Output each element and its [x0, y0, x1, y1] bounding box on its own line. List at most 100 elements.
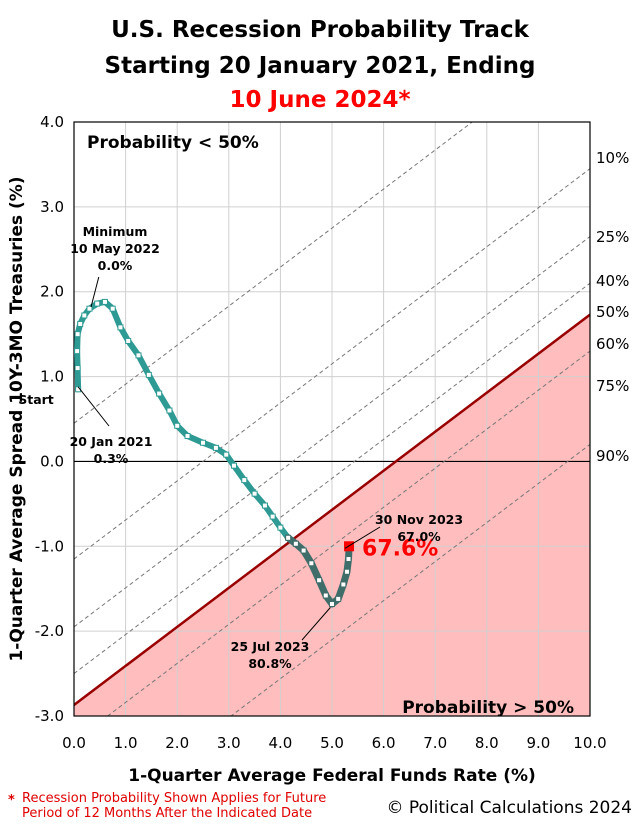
annotation-text: 30 Nov 2023 — [375, 512, 463, 527]
x-tick-label: 10.0 — [573, 734, 606, 752]
track-point — [200, 439, 206, 446]
footnote-line-2: Period of 12 Months After the Indicated … — [22, 806, 313, 821]
track-point — [166, 407, 173, 414]
chart-title-line-3: 10 June 2024* — [229, 87, 411, 113]
track-point — [277, 524, 284, 531]
track-point — [285, 534, 292, 541]
track-point — [316, 577, 323, 584]
footnote-star: * — [8, 793, 15, 808]
track-point — [251, 490, 258, 497]
track-point — [343, 568, 350, 575]
probability-label: 60% — [596, 335, 629, 353]
chart-title-line-1: U.S. Recession Probability Track — [111, 17, 529, 43]
footnote: * Recession Probability Shown Applies fo… — [8, 791, 326, 821]
threshold-line — [74, 313, 590, 706]
track-point — [117, 324, 124, 331]
probability-line — [106, 350, 590, 716]
annotation-text: 20 Jan 2021 — [70, 434, 153, 449]
footnote-line-1: Recession Probability Shown Applies for … — [22, 791, 327, 806]
probability-label: 90% — [596, 447, 629, 465]
track-point — [125, 337, 132, 344]
x-tick-label: 0.0 — [62, 734, 86, 752]
x-tick-label: 4.0 — [268, 734, 292, 752]
track-point — [74, 365, 81, 372]
y-axis-label: 1-Quarter Average Spread 10Y-3MO Treasur… — [7, 176, 27, 661]
track-point — [77, 320, 84, 327]
probability-label: 40% — [596, 272, 629, 290]
y-tick-label: -1.0 — [35, 537, 64, 555]
y-tick-label: 4.0 — [40, 113, 64, 131]
track-point — [329, 600, 335, 607]
probability-label: 25% — [596, 228, 629, 246]
annotation-text: Minimum — [83, 224, 148, 239]
track-point — [86, 305, 93, 312]
track-point — [345, 556, 352, 563]
annotation-leader — [77, 386, 110, 427]
track-point — [300, 547, 307, 554]
track-point — [269, 513, 276, 520]
track-point — [135, 352, 142, 359]
track-point — [145, 371, 152, 378]
track-point — [212, 444, 219, 451]
annotation-text: 0.0% — [98, 258, 133, 273]
track-point — [308, 560, 315, 567]
track-point — [223, 451, 230, 458]
y-tick-label: 3.0 — [40, 198, 64, 216]
track-point — [335, 595, 342, 602]
probability-label: 10% — [596, 149, 629, 167]
annotation-text: Start — [18, 392, 54, 407]
current-probability-label: 67.6% — [362, 536, 438, 561]
annotation-text: 0.3% — [94, 451, 129, 466]
track-point — [74, 348, 81, 355]
y-tick-label: 2.0 — [40, 283, 64, 301]
probability-line — [74, 236, 590, 628]
x-tick-label: 5.0 — [320, 734, 344, 752]
y-tick-label: 0.0 — [40, 452, 64, 470]
track-line-early — [74, 298, 292, 541]
track-point — [340, 581, 347, 588]
x-tick-label: 3.0 — [217, 734, 241, 752]
copyright: © Political Calculations 2024 — [386, 798, 632, 818]
annotation-text: 80.8% — [248, 656, 292, 671]
track-point — [81, 312, 88, 319]
x-tick-label: 6.0 — [372, 734, 396, 752]
x-tick-label: 2.0 — [165, 734, 189, 752]
track-point — [101, 298, 108, 305]
x-tick-label: 7.0 — [423, 734, 447, 752]
annotation-text: 25 Jul 2023 — [231, 639, 310, 654]
annotation-leader — [301, 607, 331, 641]
y-tick-label: 1.0 — [40, 368, 64, 386]
track-point — [292, 540, 299, 547]
track-point — [109, 305, 116, 312]
x-tick-label: 9.0 — [526, 734, 550, 752]
y-tick-label: -3.0 — [35, 707, 64, 725]
track-point — [74, 331, 81, 338]
region-label-high: Probability > 50% — [402, 698, 574, 718]
track-point — [156, 390, 163, 397]
annotation-leader — [90, 276, 100, 308]
x-axis-label: 1-Quarter Average Federal Funds Rate (%) — [128, 766, 536, 786]
track-point — [261, 502, 268, 509]
track-point — [230, 462, 237, 469]
probability-line — [74, 282, 590, 674]
plot-border — [73, 121, 591, 717]
probability-line — [230, 444, 590, 716]
annotation-leader — [344, 526, 381, 549]
annotation-text: 10 May 2022 — [70, 241, 160, 256]
track-point — [174, 422, 181, 429]
track-point — [94, 300, 101, 307]
track-point — [184, 432, 191, 439]
annotation-text: 67.0% — [397, 529, 441, 544]
x-tick-label: 8.0 — [475, 734, 499, 752]
region-label-low: Probability < 50% — [87, 133, 259, 153]
probability-label: 50% — [596, 303, 629, 321]
x-tick-label: 1.0 — [114, 734, 138, 752]
probability-line — [74, 168, 590, 560]
y-tick-label: -2.0 — [35, 622, 64, 640]
track-point — [241, 477, 248, 484]
chart-title-line-2: Starting 20 January 2021, Ending — [104, 53, 536, 79]
probability-label: 75% — [596, 377, 629, 395]
track-point — [322, 592, 329, 599]
probability-line — [74, 122, 474, 424]
